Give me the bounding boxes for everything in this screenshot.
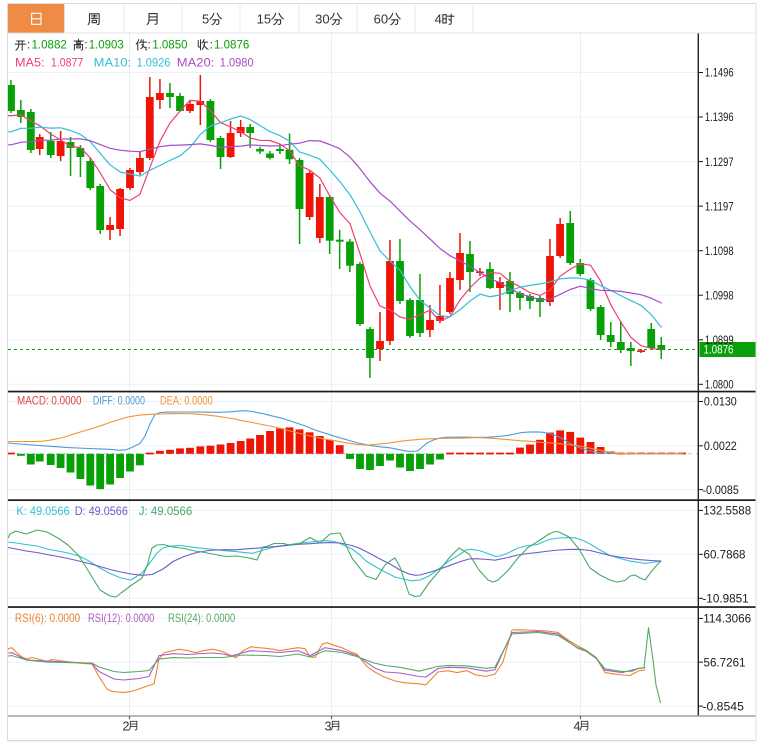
svg-text:D: 49.0566: D: 49.0566 xyxy=(75,504,128,518)
svg-text:-10.9851: -10.9851 xyxy=(702,592,749,606)
svg-text:60: 60 xyxy=(374,11,388,26)
svg-text:4: 4 xyxy=(574,719,581,733)
svg-text::: : xyxy=(84,38,87,52)
svg-text:DEA: 0.0000: DEA: 0.0000 xyxy=(160,393,213,407)
svg-text:RSI(6): 0.0000: RSI(6): 0.0000 xyxy=(15,611,81,625)
svg-text:MA10:: MA10: xyxy=(94,56,131,70)
svg-text:K: 49.0566: K: 49.0566 xyxy=(16,504,70,518)
svg-text:RSI(12): 0.0000: RSI(12): 0.0000 xyxy=(88,611,155,625)
svg-text:4: 4 xyxy=(435,11,442,26)
svg-text:114.3066: 114.3066 xyxy=(703,612,751,626)
svg-text:RSI(24): 0.0000: RSI(24): 0.0000 xyxy=(168,611,235,625)
svg-text::: : xyxy=(27,38,30,52)
svg-text:-0.8545: -0.8545 xyxy=(702,699,744,713)
svg-text:-0.0085: -0.0085 xyxy=(702,483,739,497)
svg-text:1.1396: 1.1396 xyxy=(705,112,734,124)
svg-text:15: 15 xyxy=(257,11,271,26)
svg-text:5: 5 xyxy=(202,11,209,26)
svg-text:1.0800: 1.0800 xyxy=(705,380,734,392)
svg-text:1.1297: 1.1297 xyxy=(705,157,734,169)
svg-text:MA20:: MA20: xyxy=(177,56,215,70)
svg-text:J: 49.0566: J: 49.0566 xyxy=(139,504,193,518)
svg-text:DIFF: 0.0000: DIFF: 0.0000 xyxy=(93,393,145,407)
svg-text:1.0903: 1.0903 xyxy=(89,38,124,52)
svg-text:2: 2 xyxy=(123,719,130,733)
svg-text:1.0926: 1.0926 xyxy=(137,56,171,70)
svg-text:1.0876: 1.0876 xyxy=(704,344,734,356)
svg-text::: : xyxy=(147,38,150,52)
svg-text:MA5:: MA5: xyxy=(15,56,45,70)
svg-text:3: 3 xyxy=(325,719,332,733)
svg-text:1.1197: 1.1197 xyxy=(705,201,734,213)
svg-text:0.0130: 0.0130 xyxy=(704,395,737,409)
svg-text:1.0998: 1.0998 xyxy=(705,290,734,302)
svg-text:0.0022: 0.0022 xyxy=(704,439,737,453)
svg-text:1.0877: 1.0877 xyxy=(51,56,84,70)
svg-text:1.1496: 1.1496 xyxy=(705,68,734,80)
svg-text::: : xyxy=(210,38,213,52)
svg-text:60.7868: 60.7868 xyxy=(704,548,746,562)
svg-text:MACD: 0.0000: MACD: 0.0000 xyxy=(17,393,82,407)
svg-text:1.0899: 1.0899 xyxy=(705,335,734,347)
svg-text:1.0850: 1.0850 xyxy=(152,38,188,52)
svg-text:1.0882: 1.0882 xyxy=(32,38,68,52)
svg-text:1.0876: 1.0876 xyxy=(214,38,250,52)
svg-text:56.7261: 56.7261 xyxy=(704,655,746,669)
svg-text:1.1098: 1.1098 xyxy=(705,246,734,258)
svg-text:132.5588: 132.5588 xyxy=(703,504,751,518)
svg-text:1.0980: 1.0980 xyxy=(220,56,254,70)
svg-text:30: 30 xyxy=(315,11,329,26)
